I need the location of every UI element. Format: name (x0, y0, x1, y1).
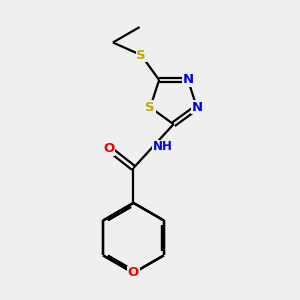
Text: N: N (182, 74, 194, 86)
Text: N: N (191, 101, 203, 114)
Text: O: O (103, 142, 115, 155)
Text: S: S (136, 49, 146, 62)
Text: O: O (128, 266, 139, 279)
Text: NH: NH (153, 140, 172, 153)
Text: S: S (146, 101, 155, 114)
